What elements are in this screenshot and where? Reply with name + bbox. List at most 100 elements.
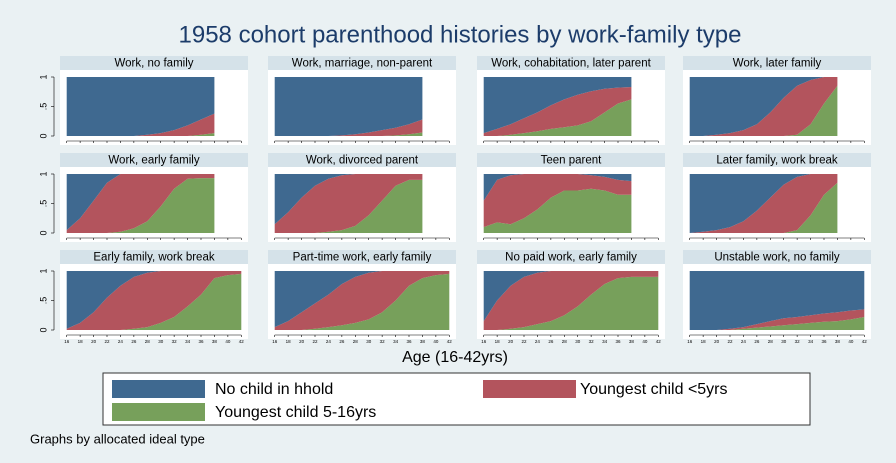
panel-header: [477, 153, 665, 167]
y-tick-label: 0: [38, 230, 48, 235]
x-tick-label: 32: [795, 339, 801, 344]
x-tick-label: 32: [589, 339, 595, 344]
panel-header: [477, 250, 665, 264]
x-tick-label: 30: [158, 339, 164, 344]
x-tick-label: 24: [741, 339, 747, 344]
area: [483, 271, 659, 322]
x-tick-label: 38: [420, 339, 426, 344]
x-tick-label: 32: [380, 339, 386, 344]
panel-title: Work, marriage, non-parent: [292, 58, 433, 70]
area: [483, 87, 632, 136]
area: [66, 113, 215, 136]
panel-header: [268, 250, 456, 264]
x-tick-label: 16: [481, 339, 487, 344]
x-tick-label: 38: [212, 339, 218, 344]
panel-title: Work, divorced parent: [306, 155, 419, 167]
x-tick-label: 36: [406, 339, 412, 344]
legend-label: Youngest child <5yrs: [580, 381, 728, 398]
x-tick-label: 42: [656, 339, 662, 344]
panel-title: Part-time work, early family: [293, 252, 432, 264]
x-tick-label: 42: [862, 339, 868, 344]
panel-header: [268, 56, 456, 70]
area: [274, 174, 423, 225]
x-tick-label: 34: [602, 339, 608, 344]
x-tick-label: 28: [562, 339, 568, 344]
area: [274, 77, 423, 136]
panel-header: [60, 250, 248, 264]
y-tick-label: 1: [38, 171, 48, 176]
legend-label: No child in hhold: [215, 381, 333, 398]
area: [483, 77, 632, 134]
legend-swatch: [112, 403, 205, 421]
x-tick-label: 18: [701, 339, 707, 344]
x-tick-label: 26: [754, 339, 760, 344]
x-tick-label: 20: [91, 339, 97, 344]
x-tick-label: 30: [575, 339, 581, 344]
chart-title: 1958 cohort parenthood histories by work…: [179, 21, 742, 48]
y-tick-label: 0: [38, 327, 48, 332]
panel-title: Work, early family: [108, 155, 199, 167]
x-tick-label: 18: [495, 339, 501, 344]
x-tick-label: 28: [145, 339, 151, 344]
area: [483, 174, 632, 201]
x-tick-label: 40: [848, 339, 854, 344]
x-tick-label: 16: [64, 339, 70, 344]
x-tick-label: 18: [286, 339, 292, 344]
note: Graphs by allocated ideal type: [30, 431, 205, 446]
x-tick-label: 24: [535, 339, 541, 344]
x-tick-label: 36: [821, 339, 827, 344]
area: [689, 182, 838, 233]
panel-title: Unstable work, no family: [714, 252, 840, 264]
area: [689, 271, 865, 330]
x-tick-label: 22: [521, 339, 527, 344]
area: [66, 178, 215, 233]
y-tick-label: .5: [38, 200, 48, 208]
panel-title: Work, later family: [733, 58, 822, 70]
panel-header: [60, 153, 248, 167]
y-tick-label: .5: [38, 103, 48, 111]
area: [66, 77, 215, 136]
area: [274, 174, 423, 233]
area: [274, 119, 423, 136]
x-tick-label: 34: [808, 339, 814, 344]
x-tick-label: 28: [768, 339, 774, 344]
area: [689, 174, 838, 233]
panel-header: [683, 250, 871, 264]
area: [483, 276, 659, 330]
x-tick-label: 28: [353, 339, 359, 344]
y-tick-label: .5: [38, 297, 48, 305]
panel-title: Teen parent: [541, 155, 603, 167]
area: [274, 179, 423, 233]
x-tick-label: 24: [118, 339, 124, 344]
x-tick-label: 40: [433, 339, 439, 344]
x-tick-label: 22: [727, 339, 733, 344]
area: [66, 273, 242, 330]
y-tick-label: 1: [38, 268, 48, 273]
area: [66, 133, 215, 136]
x-tick-label: 26: [131, 339, 137, 344]
x-tick-label: 40: [225, 339, 231, 344]
panel-title: Work, no family: [114, 58, 193, 70]
legend-swatch: [112, 380, 205, 398]
x-tick-label: 16: [687, 339, 693, 344]
x-tick-label: 16: [272, 339, 278, 344]
area: [689, 317, 865, 330]
legend-label: Youngest child 5-16yrs: [215, 404, 376, 421]
x-tick-label: 34: [393, 339, 399, 344]
area: [66, 271, 242, 330]
area: [66, 174, 215, 233]
area: [689, 309, 865, 330]
x-tick-label: 38: [629, 339, 635, 344]
area: [689, 77, 838, 136]
x-tick-label: 42: [447, 339, 453, 344]
x-tick-label: 36: [198, 339, 204, 344]
x-tick-label: 36: [615, 339, 621, 344]
panel-header: [268, 153, 456, 167]
legend: [102, 372, 811, 426]
panel-title: Later family, work break: [716, 155, 837, 167]
area: [66, 271, 242, 329]
x-tick-label: 18: [78, 339, 84, 344]
area: [689, 77, 838, 136]
x-tick-label: 20: [299, 339, 305, 344]
